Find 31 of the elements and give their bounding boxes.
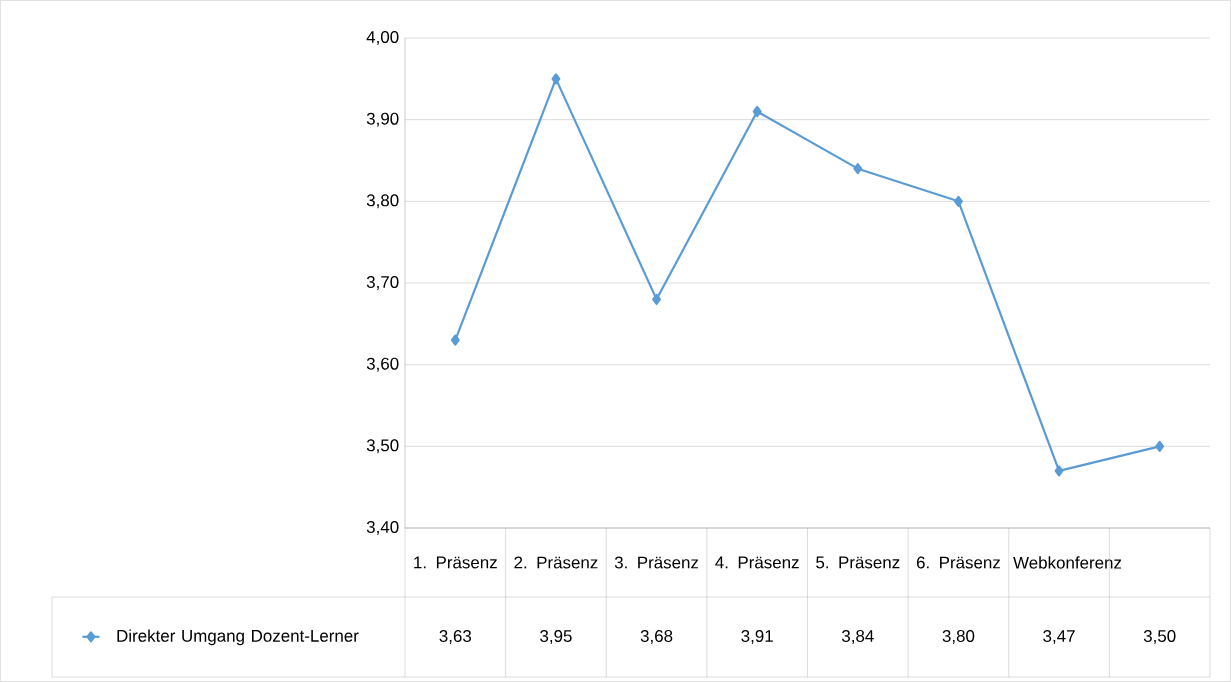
data-label: 3,63 <box>439 630 472 644</box>
data-label: 3,95 <box>540 630 572 644</box>
y-tick-label: 4,00 <box>366 31 399 45</box>
y-tick-label: 3,40 <box>366 521 399 535</box>
point <box>853 163 863 175</box>
data-label: 3,68 <box>640 630 673 644</box>
x-tick-label: 4. Präsenz <box>715 556 799 569</box>
y-tick-label: 3,70 <box>366 276 399 290</box>
x-tick-label: Webkonferenz <box>1013 556 1122 569</box>
y-tick-label: 3,90 <box>366 112 399 127</box>
x-tick-label: 2. Präsenz <box>514 556 598 569</box>
point <box>1155 440 1165 452</box>
point <box>752 105 762 118</box>
data-label: 3,80 <box>942 630 975 644</box>
legend-label: Direkter Umgang Dozent-Lerner <box>117 629 359 646</box>
y-tick-label: 3,60 <box>366 357 399 372</box>
x-tick-label: 5. Präsenz <box>816 556 900 569</box>
point <box>551 73 561 85</box>
y-tick-label: 3,80 <box>366 194 399 209</box>
data-label: 3,91 <box>741 630 773 644</box>
x-tick-label: 1. Präsenz <box>414 556 497 569</box>
x-tick-label: 3. Präsenz <box>614 556 699 569</box>
point <box>1054 465 1064 477</box>
data-label: 3,84 <box>841 630 874 644</box>
point <box>450 334 460 346</box>
x-tick-label: 6. Präsenz <box>916 556 1000 569</box>
y-tick-label: 3,50 <box>366 439 399 454</box>
point <box>652 293 662 305</box>
data-label: 3,47 <box>1043 630 1075 644</box>
point <box>953 195 963 207</box>
data-label: 3,50 <box>1143 630 1176 644</box>
